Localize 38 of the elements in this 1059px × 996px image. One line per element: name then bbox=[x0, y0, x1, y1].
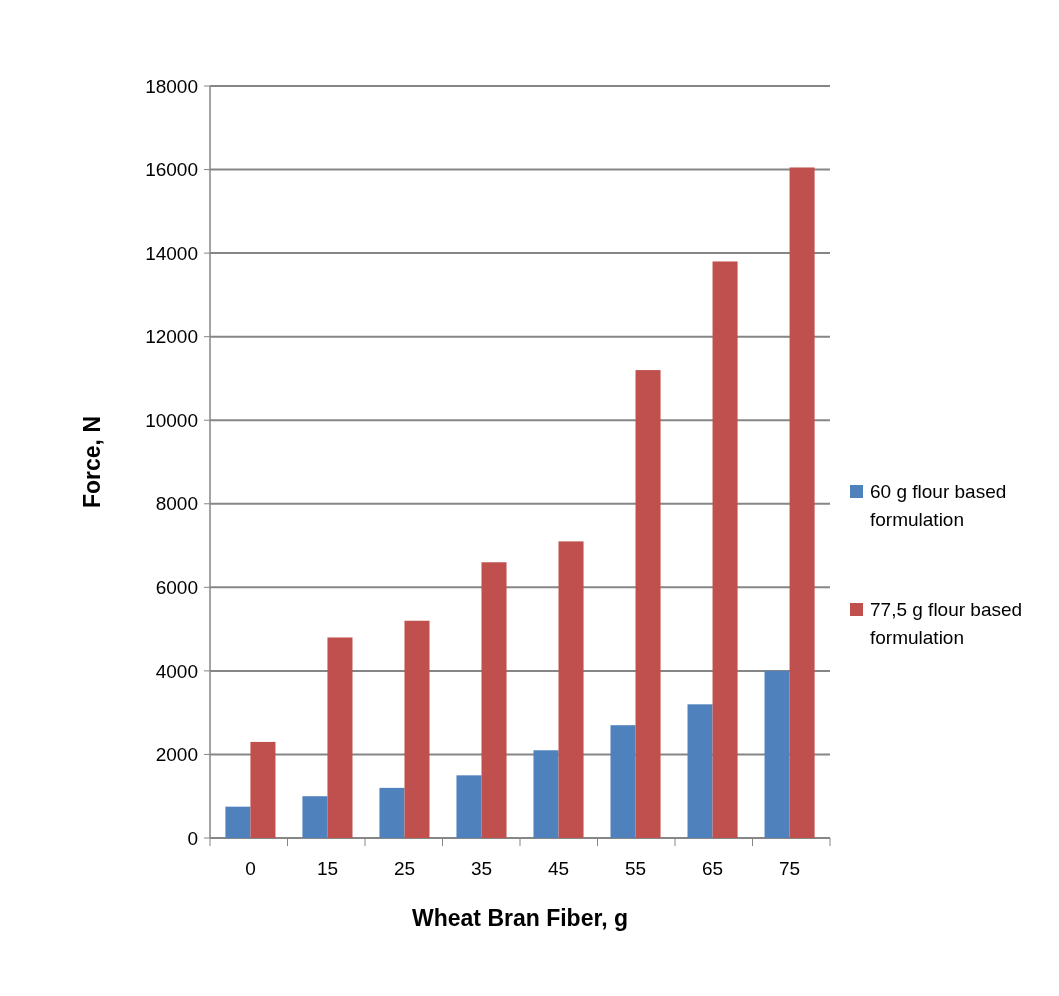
bar bbox=[481, 562, 507, 838]
y-tick-label: 14000 bbox=[145, 242, 198, 264]
bar bbox=[712, 261, 738, 838]
y-tick-label: 4000 bbox=[155, 660, 198, 682]
x-tick-label: 75 bbox=[778, 858, 801, 879]
x-tick-label: 35 bbox=[470, 858, 493, 879]
y-axis-title: Force, N bbox=[79, 415, 105, 509]
bar bbox=[764, 670, 790, 838]
bar bbox=[558, 541, 584, 838]
x-tick-label: 15 bbox=[316, 858, 339, 879]
bar bbox=[533, 750, 559, 838]
y-tick-label: 10000 bbox=[145, 409, 198, 431]
bar bbox=[379, 787, 405, 838]
legend-label: 60 g flour based formulation bbox=[870, 481, 1007, 530]
x-tick-label: 25 bbox=[393, 858, 416, 879]
x-tick-label: 45 bbox=[547, 858, 570, 879]
x-tick-label: 65 bbox=[701, 858, 724, 879]
bar bbox=[327, 637, 353, 838]
y-tick-label: 12000 bbox=[145, 326, 198, 348]
x-tick-label: 55 bbox=[624, 858, 647, 879]
y-tick-label: 2000 bbox=[155, 744, 198, 766]
bar bbox=[456, 775, 482, 838]
legend-label: 77,5 g flour based formulation bbox=[870, 599, 1023, 648]
bar bbox=[789, 167, 815, 838]
x-axis-title: Wheat Bran Fiber, g bbox=[412, 905, 628, 931]
bar bbox=[302, 796, 328, 838]
x-tick-label: 0 bbox=[245, 858, 256, 879]
bar bbox=[635, 370, 661, 838]
bar bbox=[687, 704, 713, 838]
bar bbox=[610, 725, 636, 838]
y-tick-label: 16000 bbox=[145, 159, 198, 181]
y-tick-label: 8000 bbox=[155, 493, 198, 515]
y-tick-label: 0 bbox=[187, 827, 198, 849]
bar bbox=[250, 741, 276, 838]
y-tick-label: 18000 bbox=[145, 75, 198, 97]
bar bbox=[404, 620, 430, 838]
y-tick-label: 6000 bbox=[155, 576, 198, 598]
bar bbox=[225, 806, 251, 838]
